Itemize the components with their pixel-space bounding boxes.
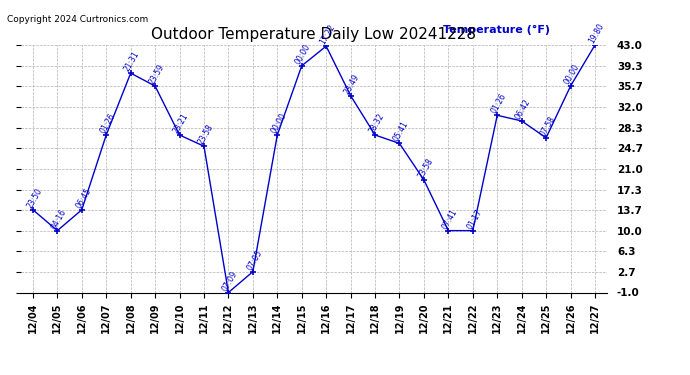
Text: 23:58: 23:58 bbox=[196, 123, 215, 146]
Text: 01:26: 01:26 bbox=[99, 112, 117, 135]
Text: 23:50: 23:50 bbox=[25, 186, 44, 210]
Text: 06:42: 06:42 bbox=[514, 98, 533, 121]
Text: 01:17: 01:17 bbox=[465, 207, 484, 231]
Text: 19:80: 19:80 bbox=[587, 22, 606, 45]
Text: 23:21: 23:21 bbox=[172, 112, 190, 135]
Text: 28:32: 28:32 bbox=[367, 112, 386, 135]
Text: 06:45: 06:45 bbox=[74, 186, 92, 210]
Text: 01:26: 01:26 bbox=[489, 92, 508, 116]
Text: 07:05: 07:05 bbox=[245, 248, 264, 272]
Text: 05:41: 05:41 bbox=[392, 120, 411, 144]
Text: 21:31: 21:31 bbox=[123, 50, 141, 73]
Text: 00:00: 00:00 bbox=[294, 42, 313, 66]
Text: 23:59: 23:59 bbox=[147, 63, 166, 86]
Text: 07:58: 07:58 bbox=[538, 114, 557, 138]
Text: Copyright 2024 Curtronics.com: Copyright 2024 Curtronics.com bbox=[7, 15, 148, 24]
Text: 07:41: 07:41 bbox=[440, 207, 460, 231]
Text: Temperature (°F): Temperature (°F) bbox=[443, 25, 550, 35]
Text: 23:58: 23:58 bbox=[416, 157, 435, 180]
Title: Outdoor Temperature Daily Low 20241228: Outdoor Temperature Daily Low 20241228 bbox=[151, 27, 477, 42]
Text: 17:22: 17:22 bbox=[318, 23, 337, 46]
Text: 00:00: 00:00 bbox=[270, 111, 288, 135]
Text: 23:49: 23:49 bbox=[343, 72, 362, 96]
Text: 04:16: 04:16 bbox=[50, 207, 68, 231]
Text: 00:00: 00:00 bbox=[563, 63, 582, 86]
Text: 07:09: 07:09 bbox=[221, 269, 239, 292]
